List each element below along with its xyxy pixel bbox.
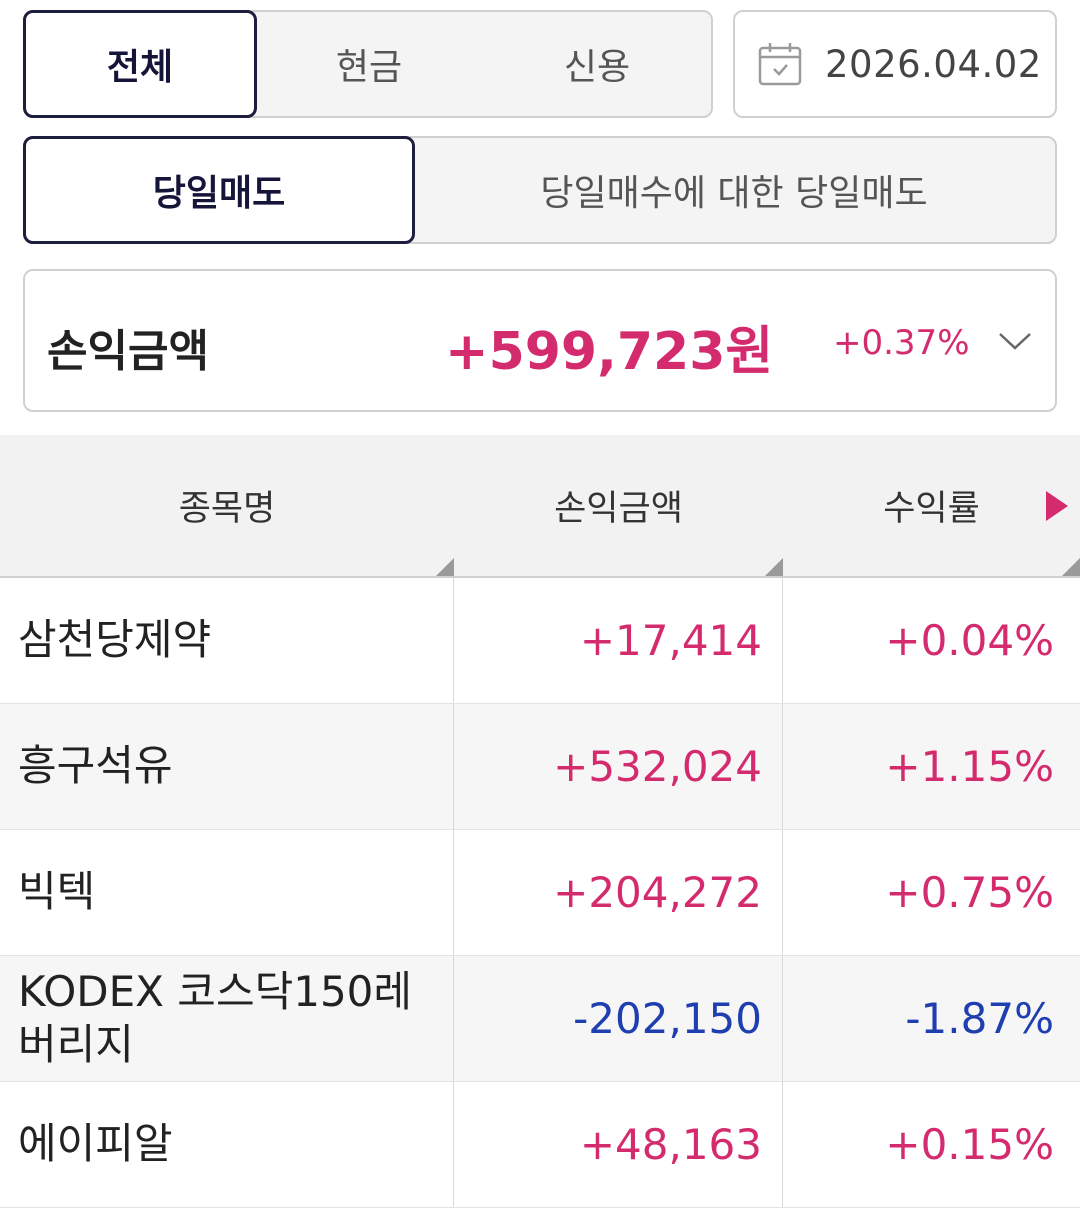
sort-corner-icon [436,558,454,576]
table-row[interactable]: 빅텍 +204,272 +0.75% [0,830,1080,956]
table-body: 삼천당제약 +17,414 +0.04% 흥구석유 +532,024 +1.15% 빅텍 +2… [0,578,1080,1208]
table-row[interactable]: 흥구석유 +532,024 +1.15% [0,704,1080,830]
stock-name: 에이피알 [0,1082,454,1207]
account-type-selector: 전체 현금 신용 [23,10,713,118]
return-rate: +0.15% [885,1120,1054,1169]
tab-cash[interactable]: 현금 [335,47,403,88]
profit-amount: -202,150 [454,956,783,1081]
tab-same-day-buy-sell[interactable]: 당일매수에 대한 당일매도 [540,173,928,214]
tab-all[interactable]: 전체 [23,10,257,118]
profit-table: 종목명 손익금액 수익률 삼천당제약 +17,414 +0.04% 흥구석유 +532,… [0,435,1080,1208]
return-rate: +1.15% [885,742,1054,791]
tab-credit[interactable]: 신용 [563,47,631,88]
return-rate: +0.75% [885,868,1054,917]
calendar-icon [758,43,802,86]
table-row[interactable]: 삼천당제약 +17,414 +0.04% [0,578,1080,704]
chevron-down-icon[interactable] [997,327,1033,355]
table-row[interactable]: 에이피알 +48,163 +0.15% [0,1082,1080,1208]
return-rate: +0.04% [885,616,1054,665]
stock-name: KODEX 코스닥150레 버리지 [0,956,454,1081]
profit-amount: +532,024 [454,704,783,829]
sort-corner-icon [765,558,783,576]
table-header: 종목명 손익금액 수익률 [0,435,1080,578]
profit-amount: +17,414 [454,578,783,703]
stock-name: 빅텍 [0,830,454,955]
header-stock-name[interactable]: 종목명 [0,435,454,576]
date-value: 2026.04.02 [825,42,1042,86]
profit-amount: +204,272 [454,830,783,955]
table-row[interactable]: KODEX 코스닥150레 버리지 -202,150 -1.87% [0,956,1080,1082]
header-profit-amount[interactable]: 손익금액 [454,435,783,576]
stock-name: 흥구석유 [0,704,454,829]
tab-same-day-sell[interactable]: 당일매도 [23,136,415,244]
summary-label: 손익금액 [47,326,209,377]
play-right-icon[interactable] [1044,489,1070,523]
profit-summary[interactable]: 손익금액 +599,723원 +0.37% [23,269,1057,412]
date-picker[interactable]: 2026.04.02 [733,10,1057,118]
sell-type-selector: 당일매도 당일매수에 대한 당일매도 [23,136,1057,244]
header-return-rate[interactable]: 수익률 [783,435,1080,576]
sort-corner-icon [1062,558,1080,576]
stock-name: 삼천당제약 [0,578,454,703]
return-rate: -1.87% [905,994,1054,1043]
summary-amount: +599,723원 [445,322,774,382]
summary-rate: +0.37% [833,323,970,363]
profit-amount: +48,163 [454,1082,783,1207]
